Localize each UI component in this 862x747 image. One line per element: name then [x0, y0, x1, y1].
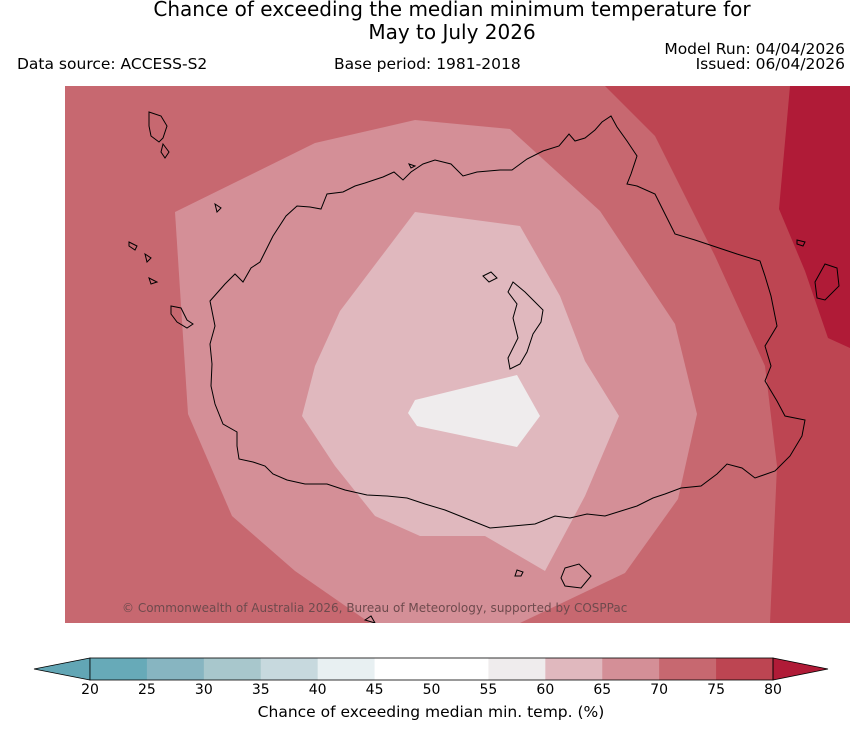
data-source: Data source: ACCESS-S2: [17, 55, 208, 73]
colorbar-segment: [488, 658, 546, 680]
model-run: Model Run: 04/04/2026: [664, 40, 845, 58]
colorbar-tick: 35: [251, 682, 270, 698]
colorbar-segment: [146, 658, 205, 680]
islet-east: [814, 263, 840, 301]
colorbar-segment: [659, 658, 717, 680]
colorbar-segment: [317, 658, 375, 680]
inner-island: [507, 281, 544, 370]
colorbar-tick: 70: [650, 682, 669, 698]
colorbar-over-arrow: [772, 657, 829, 681]
colorbar-tick: 65: [593, 682, 612, 698]
islet-6: [408, 163, 417, 169]
islet-3: [148, 277, 159, 285]
colorbar-frame: [89, 657, 774, 681]
colorbar-tick: 60: [536, 682, 555, 698]
colorbar-tick: 80: [764, 682, 782, 698]
islet-south-1: [514, 569, 524, 577]
islet-4: [170, 305, 194, 329]
colorbar-segments: [90, 658, 774, 680]
colorbar-tick: 20: [81, 682, 99, 698]
copyright-notice: © Commonwealth of Australia 2026, Bureau…: [122, 601, 628, 615]
islet-1: [128, 241, 138, 251]
island-northwest-2: [160, 142, 170, 159]
colorbar-segment: [260, 658, 319, 680]
colorbar-under-arrow: [33, 657, 91, 681]
colorbar-segment: [203, 658, 262, 680]
colorbar-tick: 30: [194, 682, 213, 698]
colorbar-label: Chance of exceeding median min. temp. (%…: [257, 703, 605, 721]
islet-7: [796, 239, 806, 247]
band-above-80: [779, 86, 850, 348]
colorbar-tick: 25: [137, 682, 156, 698]
map-title: Chance of exceeding the median minimum t…: [0, 0, 862, 44]
colorbar-segment: [90, 658, 148, 680]
islet-5: [214, 202, 222, 213]
colorbar-tick: 40: [308, 682, 327, 698]
island-northwest-1: [148, 111, 168, 143]
colorbar-tick: 75: [707, 682, 725, 698]
issued-date: Issued: 06/04/2026: [695, 55, 845, 73]
probability-map: [65, 86, 850, 623]
islet-south-2: [560, 563, 592, 589]
small-inland-island: [482, 271, 498, 283]
colorbar-segment: [374, 658, 432, 680]
colorbar-segment: [716, 658, 774, 680]
band-55-60: [408, 375, 540, 447]
colorbar-segment: [602, 658, 660, 680]
coastline: [128, 111, 840, 623]
title-line-2: May to July 2026: [368, 20, 536, 44]
base-period: Base period: 1981-2018: [334, 55, 521, 73]
colorbar: [33, 657, 829, 681]
colorbar-tick: 45: [365, 682, 384, 698]
islet-south-3: [363, 615, 376, 623]
main-island-coastline: [209, 115, 806, 529]
colorbar-tick: 50: [422, 682, 441, 698]
islet-2: [144, 252, 152, 263]
colorbar-segment: [431, 658, 489, 680]
title-line-1: Chance of exceeding the median minimum t…: [153, 0, 751, 21]
colorbar-segment: [545, 658, 603, 680]
colorbar-tick: 55: [479, 682, 498, 698]
